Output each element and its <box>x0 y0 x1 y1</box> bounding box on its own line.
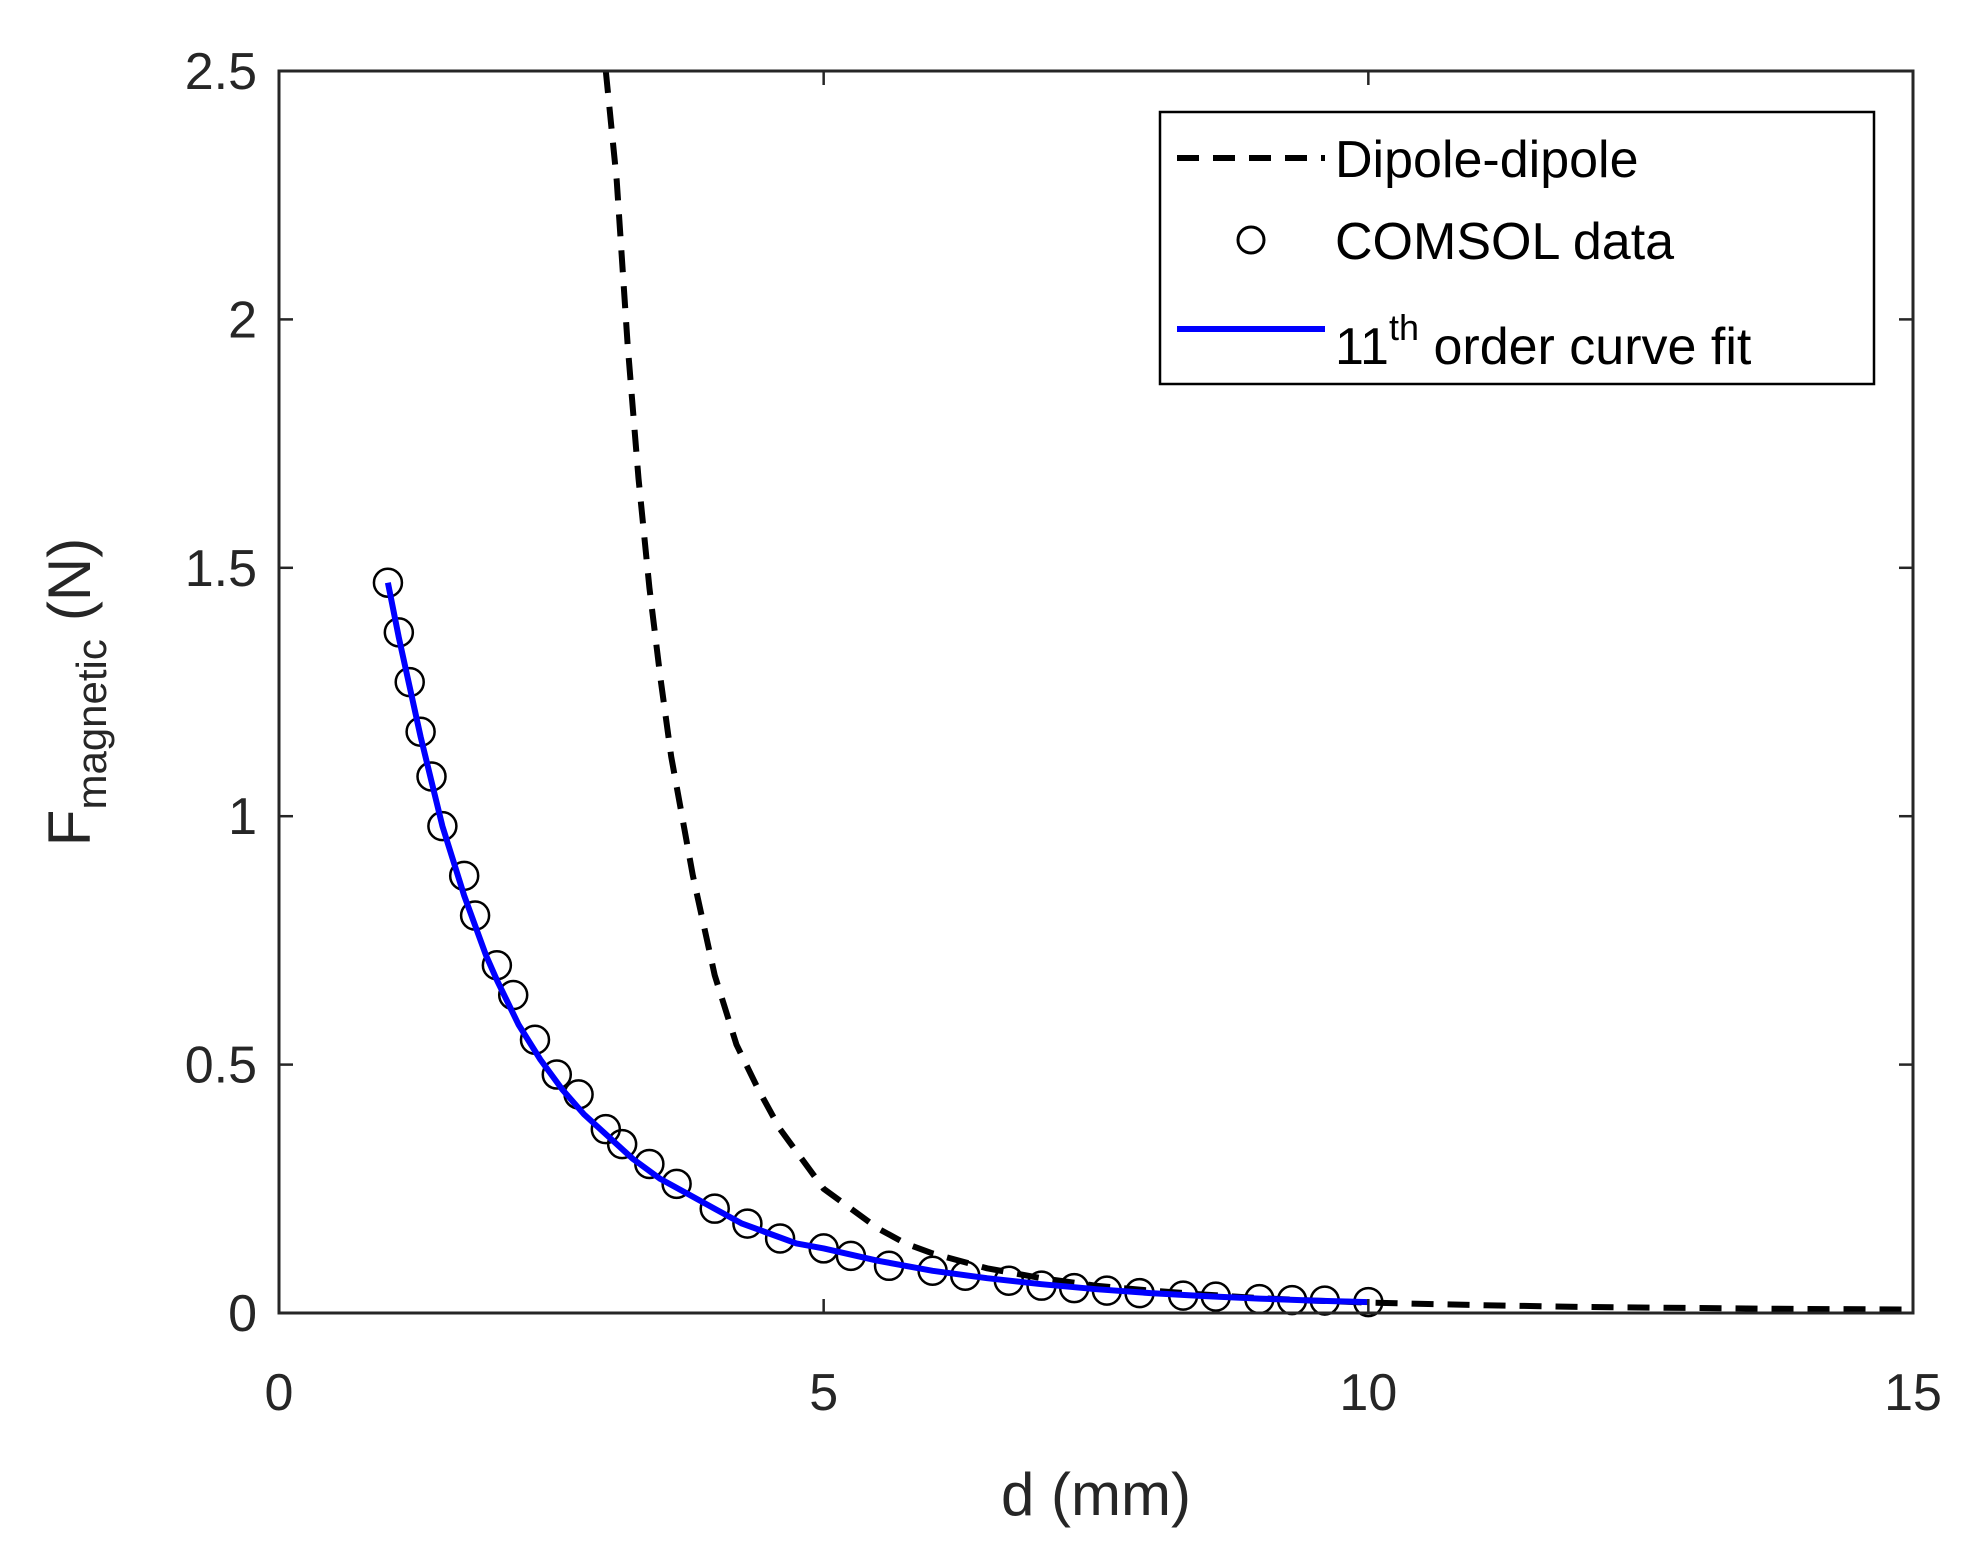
y-tick-label: 2 <box>228 291 257 349</box>
y-axis-label-unit: (N) <box>36 538 103 621</box>
comsol-data-point <box>427 810 458 842</box>
legend-box <box>1158 110 1876 386</box>
legend-fit-label-superscript: th <box>1389 307 1419 348</box>
legend-fit-label: 11th order curve fit <box>1335 307 1752 376</box>
legend-comsol-marker <box>1236 225 1266 255</box>
y-axis-label-subscript: magnetic <box>68 639 115 809</box>
y-tick-label: 1 <box>228 788 257 846</box>
y-tick-label: 1.5 <box>185 540 257 598</box>
series-group <box>372 70 1914 1318</box>
x-axis-label: d (mm) <box>1001 1461 1191 1528</box>
comsol-data-point <box>764 1223 796 1254</box>
legend-comsol-label: COMSOL data <box>1335 213 1674 271</box>
x-tick-label: 10 <box>1339 1364 1397 1422</box>
y-tick-label: 0.5 <box>185 1037 257 1095</box>
x-tick-label: 5 <box>809 1364 838 1422</box>
curve-fit-line <box>384 582 1369 1306</box>
ticks-group: 0 5 10 15 0 0.5 1 1.5 2 2.5 <box>185 43 1942 1422</box>
legend-fit-label-number: 11 <box>1335 318 1389 376</box>
legend-fit-label-suffix: order curve fit <box>1419 318 1752 376</box>
legend-dipole-label: Dipole-dipole <box>1335 131 1639 189</box>
y-tick-label: 0 <box>228 1285 257 1343</box>
comsol-data-point <box>732 1208 763 1239</box>
y-tick-label: 2.5 <box>185 43 257 101</box>
legend: Dipole-dipole COMSOL data 11th order cur… <box>1158 110 1876 386</box>
comsol-data-point <box>606 1128 638 1160</box>
y-axis-label: Fmagnetic (N) <box>36 538 115 846</box>
comsol-data-point <box>661 1168 692 1200</box>
x-tick-label: 0 <box>265 1364 294 1422</box>
comsol-data-point <box>541 1059 573 1090</box>
y-axis-label-main: F <box>36 810 103 847</box>
axes-box <box>277 69 1915 1315</box>
x-tick-label: 15 <box>1884 1364 1942 1422</box>
comsol-data-point <box>699 1193 730 1224</box>
